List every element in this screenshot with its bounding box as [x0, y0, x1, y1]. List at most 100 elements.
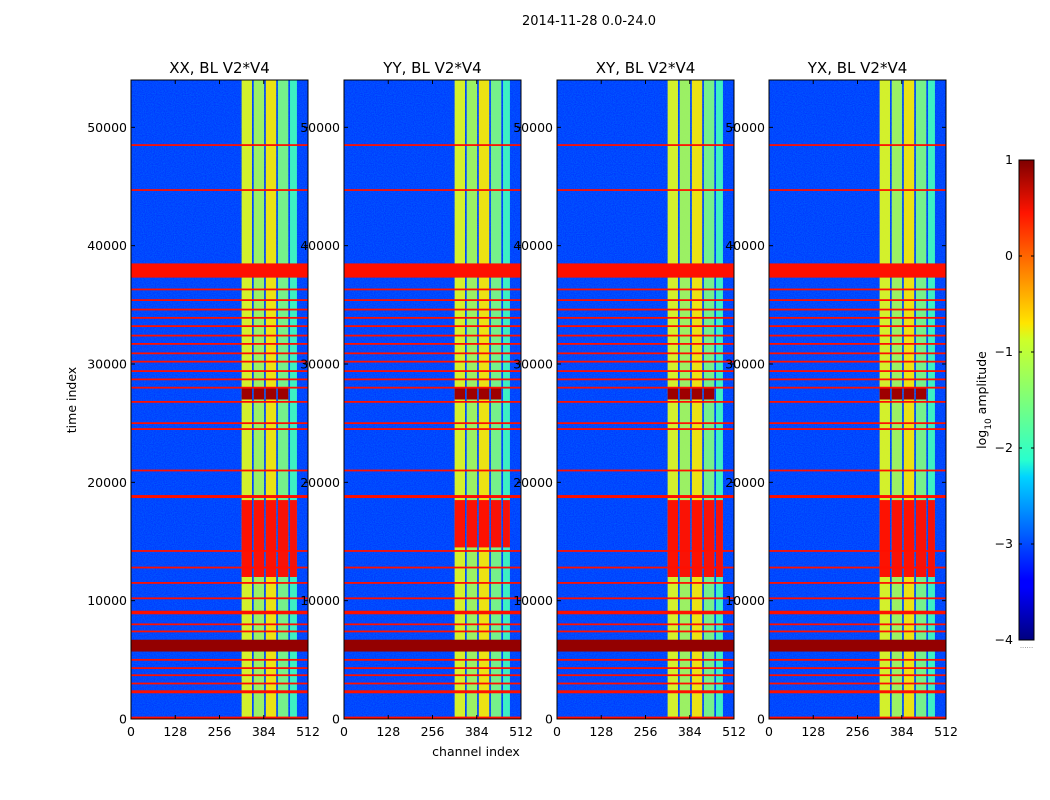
flagged-row	[344, 400, 521, 403]
flagged-row	[769, 566, 946, 569]
hot-cell	[915, 387, 927, 400]
bright-cell	[290, 500, 297, 577]
flagged-row	[557, 334, 734, 337]
hot-cell	[265, 387, 277, 400]
y-tick-label: 20000	[300, 475, 340, 490]
x-axis-label: channel index	[432, 744, 520, 759]
flagged-row	[769, 400, 946, 403]
flagged-row	[557, 667, 734, 670]
colorbar-tick-label: −4	[995, 632, 1013, 647]
x-tick-label: 384	[890, 724, 914, 739]
flagged-row	[131, 428, 308, 430]
panel-3: XY, BL V2*V4 0 128 256 384 512 0 10000 20000 3000…	[513, 59, 746, 739]
y-tick-label: 0	[545, 712, 553, 727]
flagged-row	[769, 360, 946, 363]
x-tick-label: 128	[801, 724, 825, 739]
y-tick-label: 20000	[87, 475, 127, 490]
flagged-row	[769, 469, 946, 472]
colorbar-tick-label: −2	[995, 440, 1013, 455]
x-tick-label: 256	[634, 724, 658, 739]
x-tick-label: 128	[376, 724, 400, 739]
y-tick-label: 30000	[513, 357, 553, 372]
panel-1: XX, BL V2*V4 0 128 256 384 512 0 10000 20000 3000…	[87, 59, 320, 739]
panel-title: XY, BL V2*V4	[596, 59, 696, 77]
flagged-row	[769, 690, 946, 694]
bright-cell	[277, 500, 289, 577]
flagged-row	[344, 658, 521, 661]
hot-cell	[466, 387, 478, 400]
flagged-row	[769, 263, 946, 278]
y-tick-label: 0	[332, 712, 340, 727]
flagged-row	[344, 352, 521, 355]
flagged-row	[344, 360, 521, 363]
y-tick-label: 30000	[87, 357, 127, 372]
figure-title: 2014-11-28 0.0-24.0	[522, 14, 656, 29]
flagged-row	[769, 422, 946, 425]
bright-cell	[891, 500, 903, 577]
flagged-row	[557, 582, 734, 584]
flagged-row	[344, 667, 521, 670]
flagged-row	[769, 370, 946, 372]
bright-cell	[478, 500, 490, 548]
flagged-row	[769, 667, 946, 670]
flagged-row	[344, 674, 521, 677]
flagged-row	[557, 610, 734, 615]
flagged-row	[557, 495, 734, 499]
flagged-row	[769, 550, 946, 552]
flagged-row	[131, 263, 308, 278]
y-tick-label: 0	[757, 712, 765, 727]
panel-2: YY, BL V2*V4 0 128 256 384 512 0 10000 20000 3000…	[300, 59, 533, 739]
flagged-row	[769, 342, 946, 345]
hot-cell	[891, 387, 903, 400]
hot-cell	[253, 387, 265, 400]
flagged-row	[131, 299, 308, 301]
x-tick-label: 256	[208, 724, 232, 739]
x-tick-label: 0	[127, 724, 135, 739]
flagged-row	[344, 370, 521, 372]
y-tick-label: 40000	[300, 238, 340, 253]
hot-cell	[490, 387, 502, 400]
flagged-row	[344, 639, 521, 652]
flagged-row	[344, 325, 521, 328]
panel-title: YX, BL V2*V4	[807, 59, 908, 77]
flagged-row	[557, 566, 734, 569]
flagged-row	[769, 658, 946, 661]
panels-group: XX, BL V2*V4 0 128 256 384 512 0 10000 20000 3000…	[64, 59, 958, 759]
y-axis-label: time index	[64, 367, 79, 433]
y-tick-label: 50000	[513, 120, 553, 135]
y-tick-label: 10000	[87, 593, 127, 608]
flagged-row	[769, 630, 946, 633]
flagged-row	[769, 682, 946, 685]
y-tick-label: 20000	[513, 475, 553, 490]
flagged-row	[344, 299, 521, 301]
y-tick-label: 40000	[725, 238, 765, 253]
x-tick-label: 0	[340, 724, 348, 739]
y-tick-label: 40000	[513, 238, 553, 253]
flagged-row	[131, 566, 308, 569]
flagged-row	[769, 582, 946, 584]
y-tick-label: 50000	[87, 120, 127, 135]
flagged-row	[344, 495, 521, 499]
x-tick-label: 512	[934, 724, 958, 739]
flagged-row	[557, 342, 734, 345]
flagged-row	[131, 550, 308, 552]
x-tick-label: 0	[765, 724, 773, 739]
y-tick-label: 50000	[725, 120, 765, 135]
x-tick-label: 512	[509, 724, 533, 739]
y-tick-label: 10000	[513, 593, 553, 608]
flagged-row	[769, 189, 946, 191]
flagged-row	[131, 690, 308, 694]
bright-cell	[466, 500, 478, 548]
flagged-row	[344, 334, 521, 337]
flagged-row	[344, 422, 521, 425]
flagged-row	[131, 674, 308, 677]
bright-cell	[915, 500, 927, 577]
flagged-row	[131, 582, 308, 584]
flagged-row	[557, 308, 734, 311]
flagged-row	[769, 597, 946, 600]
channel-band	[503, 80, 510, 719]
bright-cell	[703, 500, 715, 577]
flagged-row	[131, 386, 308, 389]
flagged-row	[557, 386, 734, 389]
bright-cell	[679, 500, 691, 577]
